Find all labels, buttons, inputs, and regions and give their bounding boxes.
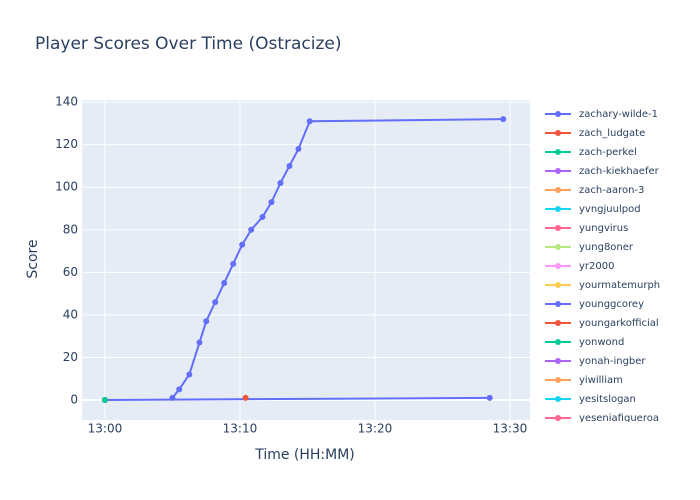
chart-title: Player Scores Over Time (Ostracize): [35, 34, 342, 54]
legend-label: younggcorey: [579, 299, 644, 310]
data-point: [306, 118, 313, 125]
data-point: [500, 116, 507, 123]
x-tick-label: 13:00: [88, 422, 123, 436]
data-point: [486, 394, 493, 401]
data-point: [295, 145, 302, 152]
legend-label: yung8oner: [579, 242, 634, 253]
data-point: [169, 394, 176, 401]
data-point: [203, 318, 210, 325]
legend-label: yonah-ingber: [579, 356, 646, 367]
y-tick-label: 40: [63, 307, 78, 321]
legend-label: yesitslogan: [579, 394, 636, 405]
legend-marker: [555, 168, 561, 174]
legend-marker: [555, 111, 561, 117]
legend-label: yeseniafigueroa: [579, 413, 659, 424]
legend-marker: [555, 149, 561, 155]
legend-label: zach-kiekhaefer: [579, 166, 660, 177]
plot: [101, 116, 507, 403]
legend-label: zachary-wilde-1: [579, 109, 658, 120]
grid: [82, 100, 530, 420]
y-tick-label: 80: [63, 222, 78, 236]
legend-marker: [555, 339, 561, 345]
y-tick-label: 60: [63, 265, 78, 279]
legend-marker: [555, 187, 561, 193]
legend-label: yourmatemurph: [579, 280, 660, 291]
legend-label: zach-aaron-3: [579, 185, 644, 196]
legend-marker: [555, 377, 561, 383]
legend-marker: [555, 225, 561, 231]
legend: zachary-wilde-1 zach_ludgate zach-perkel za…: [545, 109, 660, 424]
x-axis-title: Time (HH:MM): [254, 447, 355, 463]
legend-marker: [555, 282, 561, 288]
x-tick-label: 13:10: [223, 422, 258, 436]
legend-marker: [555, 396, 561, 402]
legend-label: zach-perkel: [579, 147, 637, 158]
legend-label: yonwond: [579, 337, 624, 348]
data-point: [268, 199, 275, 206]
series-line: [104, 396, 490, 401]
x-tick-label: 13:20: [358, 422, 393, 436]
legend-label: yiwilliam: [579, 375, 623, 386]
data-point: [242, 394, 249, 401]
data-point: [176, 386, 183, 393]
data-point: [101, 397, 108, 403]
legend-marker: [555, 358, 561, 364]
data-point: [248, 226, 255, 233]
legend-marker: [555, 130, 561, 136]
data-point: [239, 241, 246, 248]
legend-marker: [555, 415, 561, 421]
y-tick-label: 20: [63, 350, 78, 364]
legend-marker: [555, 301, 561, 307]
data-point: [230, 260, 237, 267]
data-point: [212, 299, 219, 306]
plot-area: [82, 100, 530, 420]
legend-label: youngarkofficial: [579, 318, 659, 329]
legend-label: yr2000: [579, 261, 614, 272]
data-point: [259, 214, 266, 221]
y-tick-label: 0: [70, 393, 78, 407]
legend-marker: [555, 244, 561, 250]
legend-marker: [555, 320, 561, 326]
data-point: [277, 179, 284, 186]
y-tick-label: 140: [55, 95, 78, 109]
data-point: [186, 371, 193, 378]
data-point: [221, 279, 228, 286]
data-point: [286, 162, 293, 169]
y-tick-label: 100: [55, 180, 78, 194]
legend-marker: [555, 263, 561, 269]
legend-label: yungvirus: [579, 223, 628, 234]
y-axis-title: Score: [25, 239, 41, 278]
legend-marker: [555, 206, 561, 212]
legend-label: yvngjuulpod: [579, 204, 641, 215]
data-point: [196, 339, 203, 346]
y-tick-label: 120: [55, 137, 78, 151]
legend-label: zach_ludgate: [579, 128, 645, 139]
x-tick-label: 13:30: [493, 422, 528, 436]
